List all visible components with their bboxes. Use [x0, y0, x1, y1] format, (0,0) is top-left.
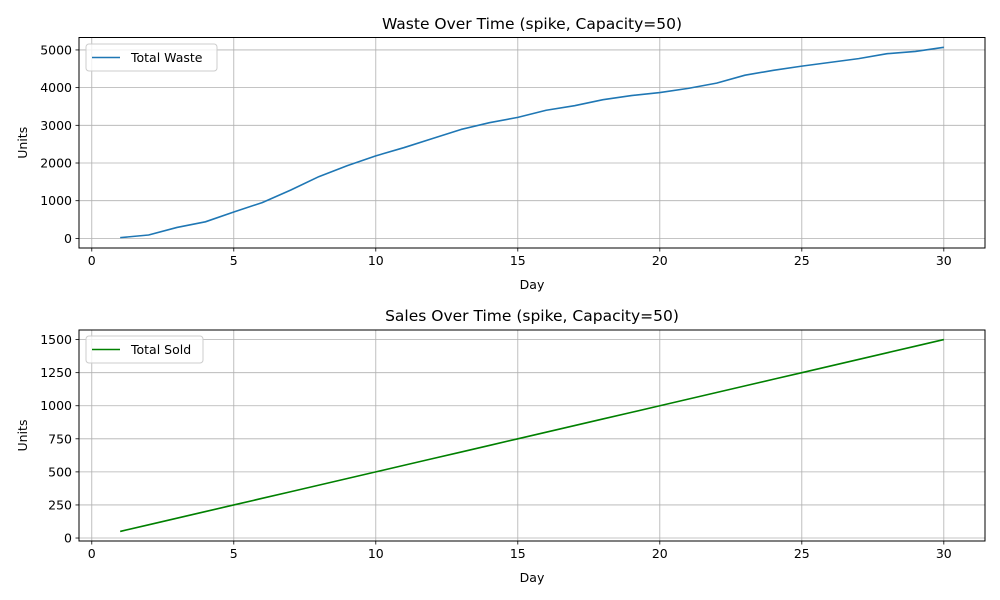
y-tick-label: 1000	[40, 398, 72, 413]
y-tick-label: 750	[48, 431, 72, 446]
y-tick-label: 4000	[40, 80, 72, 95]
y-axis-label: Units	[15, 420, 30, 452]
plot-area	[120, 46, 944, 239]
x-tick-label: 30	[936, 546, 952, 561]
y-tick-label: 0	[64, 231, 72, 246]
y-tick-label: 1000	[40, 193, 72, 208]
x-tick-label: 10	[368, 546, 384, 561]
plot-area	[119, 338, 945, 533]
y-axis-label: Units	[15, 127, 30, 159]
x-tick-label: 25	[794, 253, 810, 268]
y-ticks: 0 1000 2000 3000 4000 5000	[40, 42, 79, 246]
y-tick-label: 3000	[40, 118, 72, 133]
series-line	[120, 46, 944, 239]
legend: Total Sold	[85, 335, 204, 364]
x-tick-label: 20	[652, 546, 668, 561]
legend: Total Waste	[85, 43, 218, 72]
chart-title: Waste Over Time (spike, Capacity=50)	[382, 15, 682, 33]
x-ticks: 0 5 10 15 20 25 30	[88, 541, 952, 561]
x-tick-label: 0	[88, 546, 96, 561]
axes-frame	[78, 37, 986, 249]
x-tick-label: 25	[794, 546, 810, 561]
x-tick-label: 5	[230, 253, 238, 268]
legend-box	[85, 43, 218, 72]
x-tick-label: 0	[88, 253, 96, 268]
grid-lines	[79, 37, 985, 248]
legend-box	[85, 335, 204, 364]
x-tick-label: 10	[368, 253, 384, 268]
grid-lines	[79, 330, 985, 541]
x-tick-label: 20	[652, 253, 668, 268]
y-tick-label: 250	[48, 497, 72, 512]
y-tick-label: 0	[64, 531, 72, 546]
series-line	[119, 338, 945, 533]
legend-label: Total Sold	[130, 342, 191, 357]
x-tick-label: 30	[936, 253, 952, 268]
x-axis-label: Day	[520, 277, 545, 292]
waste-chart-panel: Waste Over Time (spike, Capacity=50) 0 5 1…	[15, 15, 986, 292]
y-tick-label: 500	[48, 464, 72, 479]
y-ticks: 0 250 500 750 1000 1250 1500	[40, 332, 79, 546]
x-tick-label: 5	[230, 546, 238, 561]
axes-frame	[78, 329, 986, 542]
x-tick-label: 15	[510, 253, 526, 268]
y-tick-label: 2000	[40, 156, 72, 171]
x-axis-label: Day	[520, 570, 545, 585]
y-tick-label: 1500	[40, 332, 72, 347]
legend-label: Total Waste	[130, 50, 203, 65]
y-tick-label: 1250	[40, 365, 72, 380]
x-tick-label: 15	[510, 546, 526, 561]
y-tick-label: 5000	[40, 42, 72, 57]
x-ticks: 0 5 10 15 20 25 30	[88, 248, 952, 268]
chart-title: Sales Over Time (spike, Capacity=50)	[385, 307, 679, 325]
sales-chart-panel: Sales Over Time (spike, Capacity=50) 0 5 1…	[15, 307, 986, 585]
